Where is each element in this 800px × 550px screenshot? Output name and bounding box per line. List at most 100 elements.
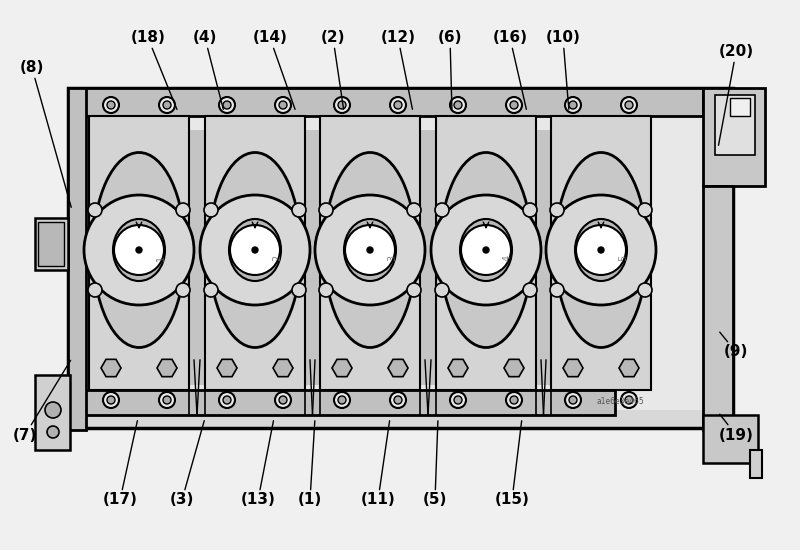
Bar: [35, 218, 68, 270]
Text: (12): (12): [381, 30, 415, 109]
Circle shape: [223, 396, 231, 404]
Circle shape: [114, 225, 164, 275]
Polygon shape: [448, 359, 468, 377]
Circle shape: [394, 101, 402, 109]
Bar: [80, 390, 615, 415]
Circle shape: [219, 392, 235, 408]
Circle shape: [450, 97, 466, 113]
Circle shape: [334, 392, 350, 408]
Bar: [436, 116, 536, 390]
Text: (19): (19): [718, 414, 754, 443]
Circle shape: [638, 283, 652, 297]
Bar: [35, 375, 70, 450]
Text: (16): (16): [493, 30, 527, 109]
Circle shape: [107, 101, 115, 109]
Ellipse shape: [344, 219, 396, 281]
Circle shape: [523, 203, 537, 217]
Circle shape: [431, 195, 541, 305]
Text: (15): (15): [494, 421, 530, 508]
Ellipse shape: [555, 152, 647, 348]
Circle shape: [204, 203, 218, 217]
Text: (14): (14): [253, 30, 295, 109]
Circle shape: [506, 97, 522, 113]
Text: (20): (20): [718, 45, 754, 145]
Ellipse shape: [229, 219, 281, 281]
Text: 5: 5: [618, 255, 628, 261]
Text: (5): (5): [423, 421, 447, 508]
Text: (11): (11): [361, 421, 395, 508]
Circle shape: [407, 203, 421, 217]
Bar: [715, 95, 755, 155]
Circle shape: [638, 203, 652, 217]
Circle shape: [230, 225, 280, 275]
Circle shape: [292, 203, 306, 217]
Ellipse shape: [113, 219, 165, 281]
Circle shape: [550, 283, 564, 297]
Text: (8): (8): [20, 60, 71, 207]
Text: (10): (10): [546, 30, 581, 109]
Circle shape: [569, 396, 577, 404]
Bar: [80, 100, 715, 410]
Ellipse shape: [209, 152, 301, 348]
Circle shape: [367, 247, 373, 253]
Bar: [703, 415, 758, 463]
Circle shape: [569, 101, 577, 109]
Circle shape: [435, 283, 449, 297]
Circle shape: [506, 392, 522, 408]
Polygon shape: [619, 359, 639, 377]
Circle shape: [275, 392, 291, 408]
Circle shape: [103, 392, 119, 408]
Bar: [80, 88, 703, 116]
Polygon shape: [388, 359, 408, 377]
Bar: [730, 98, 750, 116]
Ellipse shape: [460, 219, 512, 281]
Circle shape: [450, 392, 466, 408]
Circle shape: [107, 396, 115, 404]
Ellipse shape: [324, 152, 416, 348]
Circle shape: [275, 97, 291, 113]
Circle shape: [483, 247, 489, 253]
Circle shape: [103, 97, 119, 113]
Polygon shape: [157, 359, 177, 377]
Circle shape: [550, 203, 564, 217]
Polygon shape: [217, 359, 237, 377]
Circle shape: [454, 101, 462, 109]
Bar: [205, 116, 305, 390]
Ellipse shape: [575, 219, 627, 281]
Bar: [750, 450, 762, 478]
Circle shape: [334, 97, 350, 113]
Circle shape: [461, 225, 511, 275]
Bar: [320, 116, 420, 390]
Circle shape: [279, 101, 287, 109]
Text: 4: 4: [503, 255, 513, 261]
Circle shape: [223, 101, 231, 109]
Text: (9): (9): [720, 332, 748, 360]
Text: 1: 1: [156, 255, 166, 261]
Text: a1e6e3e465: a1e6e3e465: [596, 398, 644, 406]
Circle shape: [338, 101, 346, 109]
Circle shape: [159, 97, 175, 113]
Text: (17): (17): [102, 421, 138, 508]
Circle shape: [345, 225, 395, 275]
Circle shape: [88, 283, 102, 297]
Circle shape: [546, 195, 656, 305]
Bar: [189, 130, 205, 385]
Text: (1): (1): [298, 421, 322, 508]
Circle shape: [252, 247, 258, 253]
Bar: [703, 186, 733, 430]
Circle shape: [598, 247, 604, 253]
Circle shape: [338, 396, 346, 404]
Polygon shape: [504, 359, 524, 377]
Text: (13): (13): [241, 421, 275, 508]
Circle shape: [510, 396, 518, 404]
Circle shape: [407, 283, 421, 297]
Circle shape: [47, 426, 59, 438]
Circle shape: [136, 247, 142, 253]
Text: (2): (2): [321, 30, 346, 109]
Circle shape: [279, 396, 287, 404]
Polygon shape: [273, 359, 293, 377]
Circle shape: [625, 396, 633, 404]
Circle shape: [523, 283, 537, 297]
Circle shape: [159, 392, 175, 408]
Text: (6): (6): [438, 30, 462, 109]
